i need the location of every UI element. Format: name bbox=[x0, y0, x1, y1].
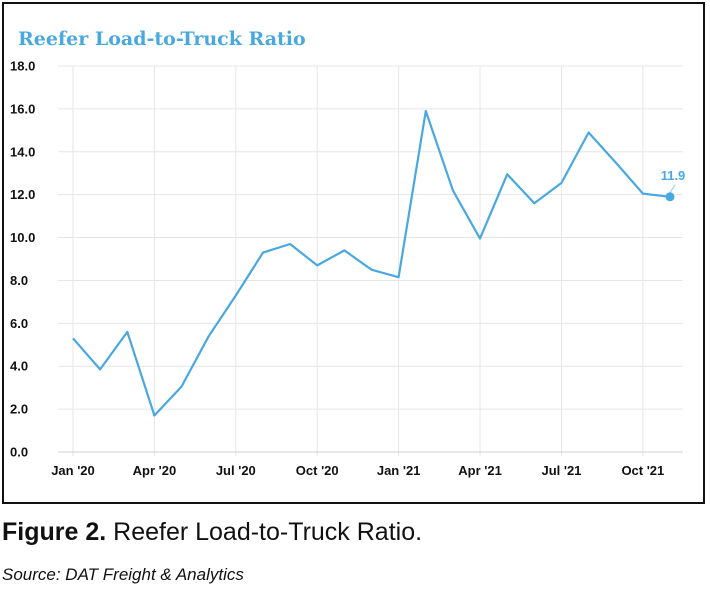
y-tick-label: 6.0 bbox=[10, 316, 28, 331]
chart-title: Reefer Load-to-Truck Ratio bbox=[18, 28, 306, 50]
x-tick-label: Oct '21 bbox=[621, 463, 664, 478]
y-tick-label: 4.0 bbox=[10, 359, 28, 374]
x-tick-label: Jan '21 bbox=[377, 463, 421, 478]
y-tick-label: 12.0 bbox=[10, 187, 35, 202]
x-tick-label: Oct '20 bbox=[296, 463, 339, 478]
y-tick-label: 8.0 bbox=[10, 273, 28, 288]
end-point-marker bbox=[665, 192, 675, 202]
annotation-leader bbox=[669, 184, 676, 194]
y-tick-label: 10.0 bbox=[10, 230, 35, 245]
source-note: Source: DAT Freight & Analytics bbox=[2, 565, 244, 584]
y-tick-label: 0.0 bbox=[10, 445, 28, 460]
x-tick-label: Apr '21 bbox=[458, 463, 502, 478]
line-layer bbox=[72, 109, 671, 417]
y-tick-label: 16.0 bbox=[10, 101, 35, 116]
figure-caption: Figure 2. Reefer Load-to-Truck Ratio. bbox=[2, 518, 422, 547]
label-layer: 11.9 bbox=[661, 168, 686, 202]
chart-svg: 0.0 2.0 4.0 6.0 8.0 10.0 12.0 14.0 16.0 18.0 Jan '… bbox=[10, 59, 686, 479]
caption-figure-number: Figure 2. bbox=[2, 518, 107, 546]
chart-frame: Reefer Load-to-Truck Ratio bbox=[2, 2, 705, 504]
x-tick-label: Jul '20 bbox=[216, 463, 256, 478]
x-tick-label: Jul '21 bbox=[541, 463, 581, 478]
caption-text: Reefer Load-to-Truck Ratio. bbox=[106, 518, 423, 546]
x-tick-label: Apr '20 bbox=[133, 463, 177, 478]
series-line bbox=[72, 109, 671, 417]
axis-layer: 0.0 2.0 4.0 6.0 8.0 10.0 12.0 14.0 16.0 18.0 Jan '… bbox=[10, 59, 683, 478]
y-tick-label: 14.0 bbox=[10, 144, 35, 159]
y-tick-label: 18.0 bbox=[10, 59, 35, 74]
grid-layer bbox=[58, 65, 683, 456]
annotation-label: 11.9 bbox=[661, 168, 686, 183]
y-tick-label: 2.0 bbox=[10, 402, 28, 417]
x-tick-label: Jan '20 bbox=[51, 463, 95, 478]
